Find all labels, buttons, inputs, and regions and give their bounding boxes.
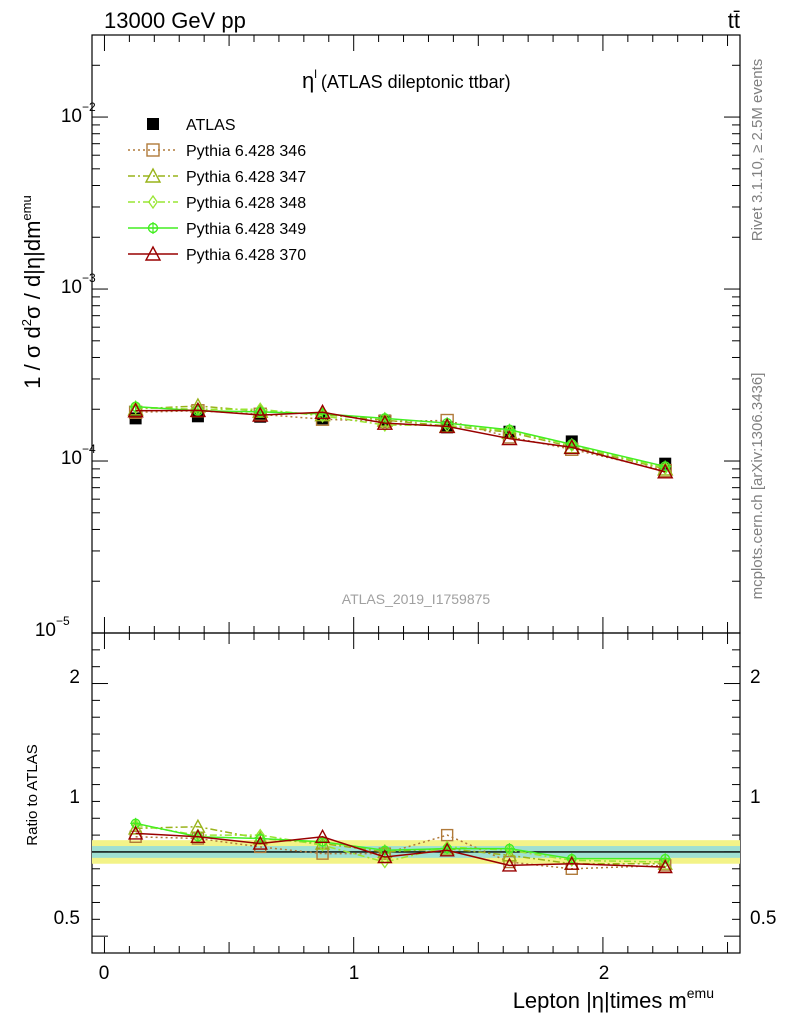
data-point xyxy=(376,411,394,427)
legend-marker xyxy=(128,167,178,183)
main-ytick-exp: −5 xyxy=(56,614,70,628)
data-point xyxy=(501,857,518,872)
series-line xyxy=(135,405,666,470)
xtick-label: 0 xyxy=(99,963,110,984)
legend-label: Pythia 6.428 349 xyxy=(186,221,306,238)
main-ytick-label-1e-2: 10 −2 xyxy=(61,100,96,127)
ratio-ytick-label-right: 1 xyxy=(750,787,761,808)
main-series xyxy=(127,397,674,479)
data-point xyxy=(377,849,393,864)
xlabel: Lepton |η|times memu xyxy=(513,985,714,1013)
legend-entry-atlas: ATLAS xyxy=(147,117,236,134)
main-ytick-exp: −2 xyxy=(82,100,96,114)
ratio-ytick-label-right: 0.5 xyxy=(750,908,776,929)
series-pythia-6-428-370 xyxy=(127,401,674,479)
data-point xyxy=(316,847,329,860)
ratio-series xyxy=(127,817,673,875)
legend: ATLAS Pythia 6.428 346 Pythia 6.428 347 … xyxy=(128,117,306,264)
legend-marker xyxy=(128,222,178,234)
series-line xyxy=(135,409,666,473)
legend-entry-348: Pythia 6.428 348 xyxy=(128,194,306,212)
ratio-bands xyxy=(92,840,740,864)
main-ytick-base: 10 xyxy=(61,277,82,298)
plot-title: ηl (ATLAS dileptonic ttbar) xyxy=(302,67,511,93)
series-pythia-6-428-346 xyxy=(128,404,672,478)
legend-marker xyxy=(128,245,178,261)
data-point xyxy=(380,855,390,869)
legend-marker xyxy=(128,194,178,210)
data-point xyxy=(147,118,159,130)
data-point xyxy=(317,838,328,852)
data-point xyxy=(252,406,269,422)
data-point xyxy=(438,417,456,434)
data-point xyxy=(252,835,268,850)
data-point xyxy=(501,847,518,862)
xtick-label: 2 xyxy=(599,963,610,984)
ratio-series-pythia-6-428-370 xyxy=(127,825,673,874)
ratio-ytick-label: 0.5 xyxy=(54,908,80,929)
main-ylabel: 1 / σ d2σ / d|η|dmemu xyxy=(19,195,45,388)
data-point xyxy=(127,825,144,840)
data-point xyxy=(144,245,162,261)
legend-entry-346: Pythia 6.428 346 xyxy=(128,143,306,160)
data-point xyxy=(148,194,158,210)
ratio-ytick-label-right: 2 xyxy=(750,667,761,688)
series-line xyxy=(135,405,666,468)
header-left: 13000 GeV pp xyxy=(104,8,246,33)
legend-entry-370: Pythia 6.428 370 xyxy=(128,245,306,264)
data-point xyxy=(439,842,455,857)
legend-entry-349: Pythia 6.428 349 xyxy=(128,221,306,238)
series-line xyxy=(135,824,666,863)
analysis-watermark: ATLAS_2019_I1759875 xyxy=(342,591,491,607)
main-ytick-exp: −4 xyxy=(82,442,96,456)
data-point xyxy=(190,828,206,843)
main-ytick-base: 10 xyxy=(61,448,82,469)
data-point xyxy=(660,855,670,869)
ratio-ytick-label: 1 xyxy=(69,787,80,808)
xtick-label: 1 xyxy=(349,963,360,984)
data-point xyxy=(657,859,673,874)
legend-marker xyxy=(147,118,159,130)
main-ytick-label-1e-5: 10 −5 xyxy=(35,614,70,641)
data-point xyxy=(376,414,394,430)
ratio-frame xyxy=(91,632,741,954)
main-ytick-base: 10 xyxy=(35,620,56,641)
data-point xyxy=(314,828,331,843)
data-point xyxy=(564,855,580,870)
legend-label: Pythia 6.428 370 xyxy=(186,247,306,264)
legend-marker xyxy=(128,143,178,157)
ratio-ylabel: Ratio to ATLAS xyxy=(24,744,41,845)
legend-label: ATLAS xyxy=(186,117,236,134)
rivet-version-label: Rivet 3.1.10, ≥ 2.5M events xyxy=(749,59,766,242)
main-ytick-label-1e-4: 10 −4 xyxy=(61,442,96,469)
header-right: tt̄ xyxy=(728,8,740,33)
data-point xyxy=(657,463,674,479)
legend-label: Pythia 6.428 346 xyxy=(186,143,306,160)
ratio-ytick-label: 2 xyxy=(69,667,80,688)
data-point xyxy=(314,403,331,419)
legend-entry-347: Pythia 6.428 347 xyxy=(128,167,306,186)
data-point xyxy=(501,430,518,446)
data-point xyxy=(146,143,160,157)
legend-label: Pythia 6.428 348 xyxy=(186,195,306,212)
main-ytick-label-1e-3: 10 −3 xyxy=(61,271,96,298)
legend-label: Pythia 6.428 347 xyxy=(186,169,306,186)
series-line xyxy=(135,406,666,469)
data-point xyxy=(189,401,207,418)
data-point xyxy=(563,438,580,455)
main-ytick-base: 10 xyxy=(61,106,82,127)
ratio-axis-ticks xyxy=(92,633,740,953)
main-ytick-exp: −3 xyxy=(82,271,96,285)
series-line xyxy=(135,832,666,868)
data-point xyxy=(127,402,144,418)
data-point xyxy=(144,167,162,183)
mcplots-label: mcplots.cern.ch [arXiv:1306.3436] xyxy=(749,373,766,600)
data-point xyxy=(130,400,141,415)
main-axis-ticks xyxy=(92,34,740,634)
